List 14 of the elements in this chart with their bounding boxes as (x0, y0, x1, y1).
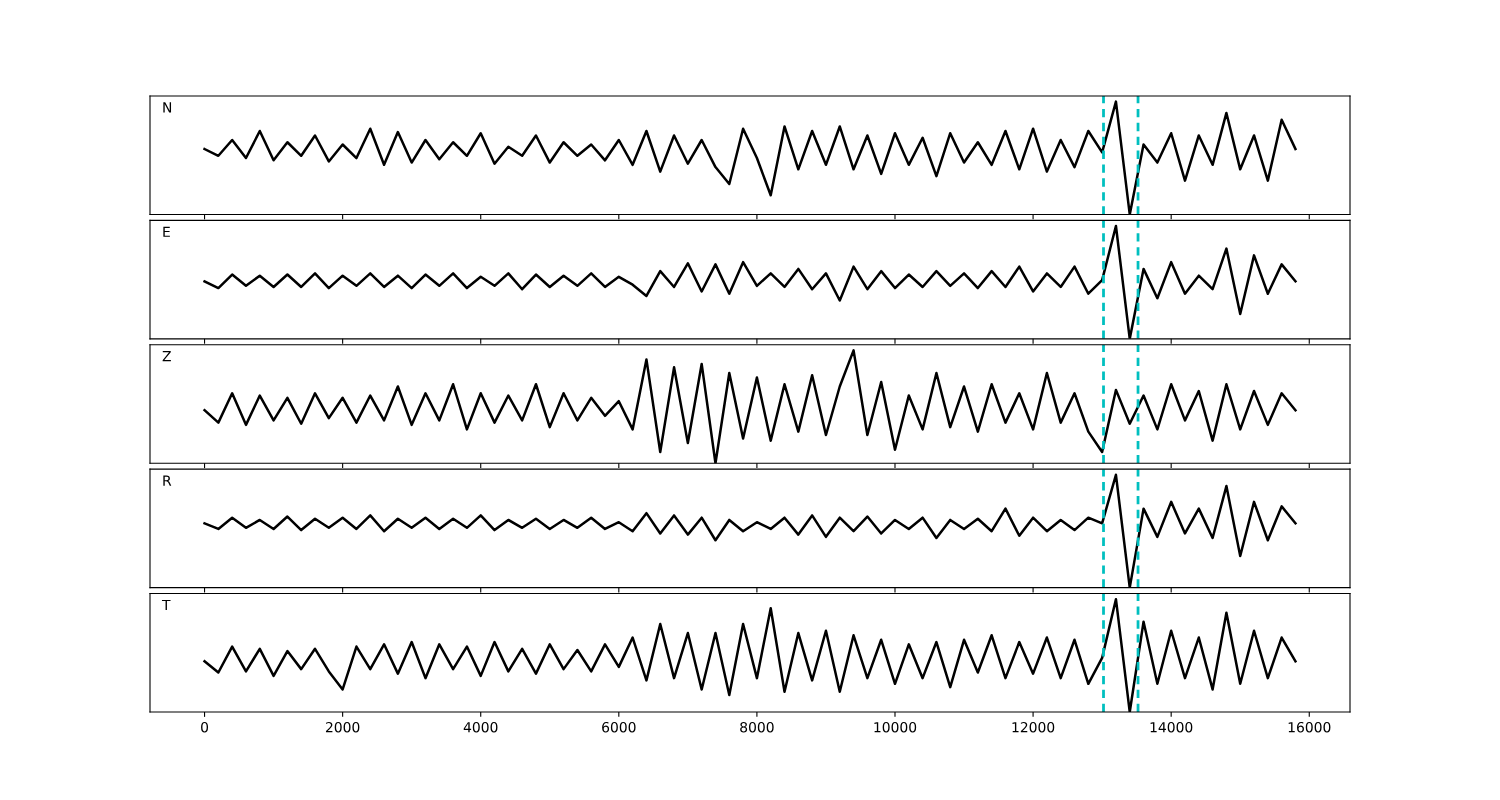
x-tick-label: 6000 (602, 721, 636, 733)
x-tick-label: 0 (201, 721, 209, 733)
x-tick-label: 16000 (1288, 721, 1331, 733)
annotation: Z (162, 351, 171, 362)
annotation: E (163, 226, 170, 237)
annotation: R (163, 475, 172, 486)
x-tick-label: 2000 (325, 721, 360, 733)
x-tick-label: 14000 (1150, 721, 1193, 733)
x-tick-label: 8000 (740, 721, 774, 733)
x-tick-label: 10000 (874, 721, 917, 733)
annotation: T (161, 599, 171, 611)
x-tick-label: 4000 (463, 721, 498, 733)
annotation: N (163, 102, 172, 113)
x-tick-label: 12000 (1012, 721, 1055, 733)
